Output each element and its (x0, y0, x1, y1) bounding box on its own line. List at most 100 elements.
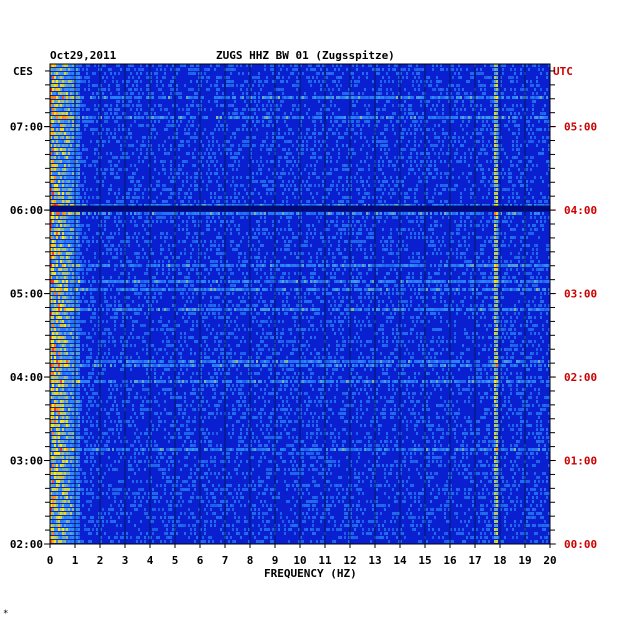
spectrogram-cell (64, 132, 66, 135)
spectrogram-cell (150, 116, 152, 119)
spectrogram-cell (72, 152, 74, 155)
spectrogram-cell (480, 104, 482, 107)
spectrogram-cell (248, 240, 250, 243)
spectrogram-cell (314, 204, 316, 207)
spectrogram-cell (308, 172, 310, 175)
spectrogram-cell (462, 88, 464, 91)
spectrogram-cell (216, 236, 218, 239)
spectrogram-cell (142, 140, 144, 143)
spectrogram-cell (62, 248, 64, 251)
spectrogram-cell (350, 188, 352, 191)
spectrogram-cell (296, 64, 298, 67)
spectrogram-cell (130, 164, 132, 167)
spectrogram-cell (218, 212, 220, 215)
spectrogram-cell (364, 96, 366, 99)
spectrogram-cell (206, 248, 208, 251)
spectrogram-cell (520, 176, 522, 179)
spectrogram-cell (70, 132, 72, 135)
spectrogram-cell (354, 140, 356, 143)
spectrogram-cell (252, 116, 254, 119)
spectrogram-cell (264, 80, 266, 83)
spectrogram-cell (162, 248, 164, 251)
spectrogram-cell (406, 72, 408, 75)
spectrogram-cell (404, 204, 406, 207)
spectrogram-cell (110, 188, 112, 191)
spectrogram-cell (228, 148, 230, 151)
spectrogram-cell (458, 160, 460, 163)
spectrogram-cell (108, 88, 110, 91)
spectrogram-cell (466, 216, 468, 219)
spectrogram-cell (190, 192, 192, 195)
spectrogram-cell (464, 256, 466, 259)
spectrogram-cell (336, 84, 338, 87)
spectrogram-cell (408, 104, 410, 107)
spectrogram-cell (280, 104, 282, 107)
spectrogram-cell (52, 152, 54, 155)
spectrogram-cell (388, 100, 390, 103)
spectrogram-cell (540, 96, 542, 99)
spectrogram-cell (376, 112, 378, 115)
spectrogram-cell (244, 260, 246, 263)
spectrogram-cell (62, 80, 64, 83)
spectrogram-cell (150, 240, 152, 243)
spectrogram-cell (318, 100, 320, 103)
spectrogram-cell (170, 80, 172, 83)
spectrogram-cell (94, 212, 96, 215)
spectrogram-cell (340, 136, 342, 139)
spectrogram-cell (272, 136, 274, 139)
spectrogram-cell (484, 240, 486, 243)
spectrogram-cell (526, 64, 528, 67)
spectrogram-cell (104, 172, 106, 175)
spectrogram-cell (338, 228, 340, 231)
spectrogram-cell (226, 260, 228, 263)
spectrogram-cell (56, 100, 58, 103)
spectrogram-cell (70, 248, 72, 251)
spectrogram-cell (178, 196, 180, 199)
spectrogram-cell (78, 164, 80, 167)
spectrogram-cell (244, 256, 246, 259)
spectrogram-cell (306, 188, 308, 191)
spectrogram-cell (76, 104, 78, 107)
spectrogram-cell (334, 256, 336, 259)
spectrogram-cell (540, 112, 542, 115)
spectrogram-cell (62, 188, 64, 191)
spectrogram-cell (448, 204, 450, 207)
spectrogram-cell (190, 124, 192, 127)
spectrogram-cell (358, 168, 360, 171)
spectrogram-cell (420, 104, 422, 107)
spectrogram-cell (136, 236, 138, 239)
spectrogram-cell (98, 112, 100, 115)
spectrogram-cell (328, 188, 330, 191)
spectrogram-cell (312, 120, 314, 123)
spectrogram-cell (300, 200, 302, 203)
spectrogram-cell (508, 216, 510, 219)
spectrogram-cell (482, 92, 484, 95)
spectrogram-cell (142, 176, 144, 179)
spectrogram-cell (472, 132, 474, 135)
spectrogram-cell (476, 120, 478, 123)
spectrogram-cell (526, 184, 528, 187)
spectrogram-cell (234, 192, 236, 195)
spectrogram-cell (106, 216, 108, 219)
spectrogram-cell (548, 184, 550, 187)
spectrogram-cell (470, 196, 472, 199)
spectrogram-cell (330, 172, 332, 175)
spectrogram-cell (216, 92, 218, 95)
spectrogram-cell (50, 72, 52, 75)
spectrogram-cell (232, 216, 234, 219)
spectrogram-cell (350, 72, 352, 75)
spectrogram-cell (68, 72, 70, 75)
spectrogram-cell (176, 128, 178, 131)
spectrogram-cell (428, 100, 430, 103)
spectrogram-cell (242, 156, 244, 159)
spectrogram-cell (64, 184, 66, 187)
spectrogram-cell (440, 192, 442, 195)
spectrogram-cell (494, 188, 496, 191)
spectrogram-cell (78, 152, 80, 155)
spectrogram-cell (366, 140, 368, 143)
spectrogram-cell (292, 84, 294, 87)
spectrogram-cell (80, 228, 82, 231)
spectrogram-cell (130, 64, 132, 67)
spectrogram-cell (380, 188, 382, 191)
spectrogram-cell (56, 212, 58, 215)
